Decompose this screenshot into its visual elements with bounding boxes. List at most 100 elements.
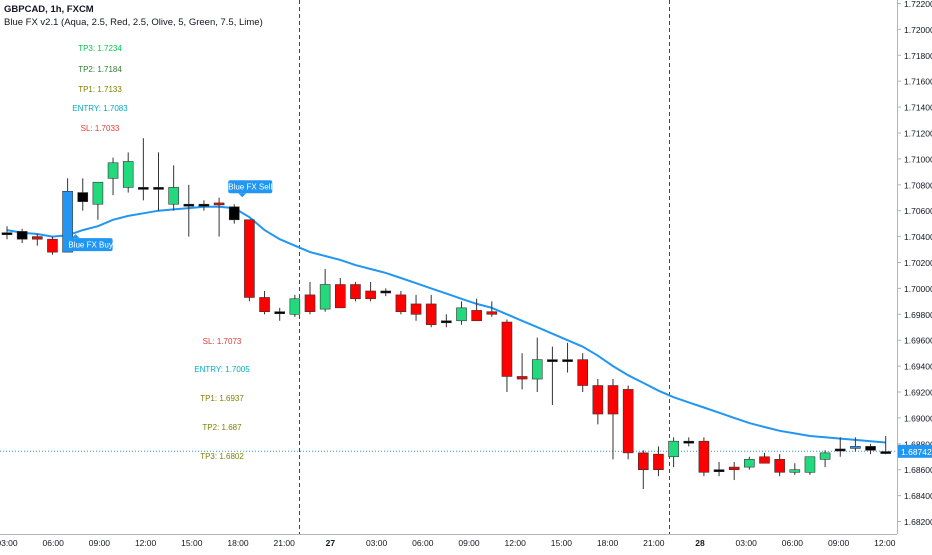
price-tick-label: 1.69200 xyxy=(904,388,932,398)
candle-body[interactable] xyxy=(834,448,846,452)
candle-body[interactable] xyxy=(471,310,482,322)
candle-body[interactable] xyxy=(168,187,179,205)
candle-body[interactable] xyxy=(153,187,164,190)
signal-label-text: Blue FX Buy xyxy=(68,241,112,250)
candle-body[interactable] xyxy=(865,446,876,451)
signal-label-text: Blue FX Sell xyxy=(228,183,272,192)
price-tick-label: 1.69400 xyxy=(904,362,932,372)
candle-body[interactable] xyxy=(410,303,422,315)
candle-body[interactable] xyxy=(47,238,58,253)
candle-body[interactable] xyxy=(92,181,104,205)
candle-body[interactable] xyxy=(622,389,634,454)
candle-body[interactable] xyxy=(516,376,528,380)
time-tick-label: 21:00 xyxy=(274,538,296,548)
candle-body[interactable] xyxy=(350,284,361,300)
price-tick-label: 1.69800 xyxy=(904,310,932,320)
candle-body[interactable] xyxy=(198,203,210,207)
candle-body[interactable] xyxy=(365,290,376,300)
price-tick-label: 1.71200 xyxy=(904,129,932,139)
price-tick-label: 1.72000 xyxy=(904,25,932,35)
candle-body[interactable] xyxy=(698,440,710,473)
level-label: TP2: 1.687 xyxy=(202,423,242,432)
candle-body[interactable] xyxy=(880,451,892,454)
candle-body[interactable] xyxy=(744,459,755,468)
candle-body[interactable] xyxy=(77,192,89,202)
price-tick-label: 1.68200 xyxy=(904,517,932,527)
candle-body[interactable] xyxy=(637,452,649,470)
candle-body[interactable] xyxy=(425,303,437,325)
price-tick-label: 1.70800 xyxy=(904,180,932,190)
candle-body[interactable] xyxy=(668,440,679,458)
time-tick-label: 18:00 xyxy=(227,538,249,548)
candle-body[interactable] xyxy=(713,469,725,473)
price-tick-label: 1.70400 xyxy=(904,232,932,242)
time-tick-label: 15:00 xyxy=(551,538,573,548)
price-tick-label: 1.71600 xyxy=(904,77,932,87)
price-tick-label: 1.70600 xyxy=(904,206,932,216)
current-price-tag xyxy=(898,444,932,458)
candle-body[interactable] xyxy=(228,206,240,221)
candle-body[interactable] xyxy=(850,446,861,449)
level-label: TP1: 1.6937 xyxy=(200,394,244,403)
candle-body[interactable] xyxy=(122,161,134,188)
candle-body[interactable] xyxy=(259,297,270,313)
candle-body[interactable] xyxy=(31,236,43,240)
candle-body[interactable] xyxy=(562,359,573,362)
time-tick-label: 18:00 xyxy=(597,538,619,548)
candle-body[interactable] xyxy=(441,320,452,324)
time-tick-label: 06:00 xyxy=(412,538,434,548)
candle-body[interactable] xyxy=(607,385,619,415)
time-tick-label: 27 xyxy=(326,538,336,548)
candle-body[interactable] xyxy=(456,307,467,322)
candle-body[interactable] xyxy=(531,359,543,380)
indicator-label[interactable]: Blue FX v2.1 (Aqua, 2.5, Red, 2.5, Olive… xyxy=(4,17,263,28)
current-price-value: 1.68742 xyxy=(901,447,932,457)
candle-body[interactable] xyxy=(289,298,301,315)
candle-body[interactable] xyxy=(728,466,740,470)
time-tick-label: 15:00 xyxy=(181,538,203,548)
candle-body[interactable] xyxy=(183,203,195,207)
plot-background xyxy=(0,0,897,534)
symbol-label[interactable]: GBPCAD, 1h, FXCM xyxy=(4,4,94,15)
candle-body[interactable] xyxy=(107,162,119,179)
candle-body[interactable] xyxy=(774,459,785,473)
candle-body[interactable] xyxy=(501,321,513,377)
candle-body[interactable] xyxy=(789,469,801,473)
candle-body[interactable] xyxy=(138,187,149,190)
level-label: TP3: 1.7234 xyxy=(78,44,122,53)
candle-body[interactable] xyxy=(804,456,816,473)
candle-body[interactable] xyxy=(592,385,604,415)
candle-body[interactable] xyxy=(395,294,407,313)
candle-body[interactable] xyxy=(244,219,255,298)
chart-legend: GBPCAD, 1h, FXCM Blue FX v2.1 (Aqua, 2.5… xyxy=(4,3,263,29)
level-label: TP3: 1.6802 xyxy=(200,452,244,461)
candle-body[interactable] xyxy=(683,440,695,444)
price-tick-label: 1.69600 xyxy=(904,336,932,346)
candle-body[interactable] xyxy=(486,311,498,315)
level-label: SL: 1.7073 xyxy=(203,337,242,346)
time-tick-label: 09:00 xyxy=(89,538,111,548)
time-tick-label: 03:00 xyxy=(736,538,758,548)
candle-body[interactable] xyxy=(380,290,392,294)
time-tick-label: 06:00 xyxy=(782,538,804,548)
price-tick-label: 1.69000 xyxy=(904,413,932,423)
candle-body[interactable] xyxy=(577,359,589,386)
candle-body[interactable] xyxy=(547,359,558,362)
candle-body[interactable] xyxy=(213,202,225,206)
time-tick-label: 12:00 xyxy=(505,538,527,548)
candle-body[interactable] xyxy=(1,232,13,236)
level-label: TP1: 1.7133 xyxy=(78,85,122,94)
candle-body[interactable] xyxy=(334,284,346,309)
candle-body[interactable] xyxy=(759,456,770,464)
candle-body[interactable] xyxy=(16,231,28,240)
price-tick-label: 1.68800 xyxy=(904,439,932,449)
candle-body[interactable] xyxy=(653,453,664,471)
candle-body[interactable] xyxy=(819,452,831,460)
candle-body[interactable] xyxy=(274,311,286,315)
candle-body[interactable] xyxy=(304,294,316,313)
candle-body[interactable] xyxy=(319,284,331,310)
candle-body[interactable] xyxy=(62,190,73,253)
price-tick-label: 1.71400 xyxy=(904,103,932,113)
